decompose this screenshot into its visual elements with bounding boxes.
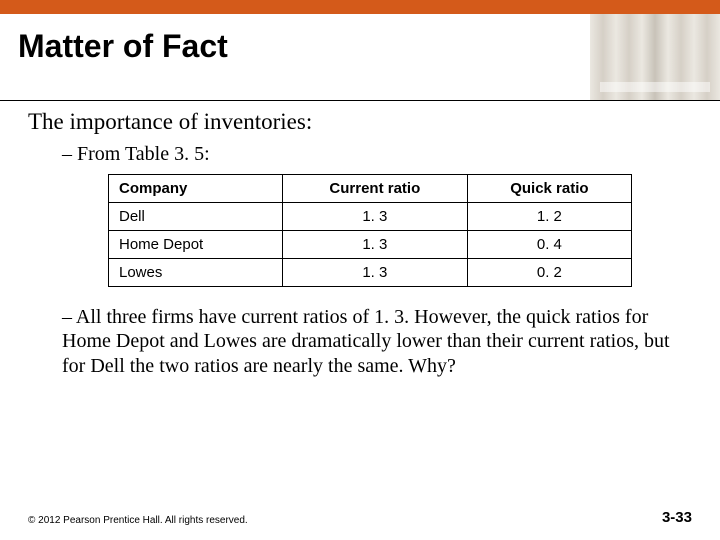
copyright-text: © 2012 Pearson Prentice Hall. All rights… [28, 515, 248, 526]
cell-quick: 1. 2 [467, 203, 631, 231]
col-current-ratio: Current ratio [282, 175, 467, 203]
accent-bar [0, 0, 720, 14]
footer: © 2012 Pearson Prentice Hall. All rights… [28, 509, 692, 526]
cell-current: 1. 3 [282, 203, 467, 231]
cell-company: Lowes [109, 259, 283, 287]
slide-title: Matter of Fact [18, 28, 228, 65]
cell-company: Dell [109, 203, 283, 231]
bullet-from-table: – From Table 3. 5: [62, 143, 692, 166]
body-paragraph: – All three firms have current ratios of… [62, 305, 682, 378]
table-header-row: Company Current ratio Quick ratio [109, 175, 632, 203]
cell-current: 1. 3 [282, 231, 467, 259]
col-quick-ratio: Quick ratio [467, 175, 631, 203]
cell-company: Home Depot [109, 231, 283, 259]
ratios-table-wrap: Company Current ratio Quick ratio Dell 1… [108, 174, 632, 287]
subtitle: The importance of inventories: [28, 109, 692, 135]
col-company: Company [109, 175, 283, 203]
cell-quick: 0. 2 [467, 259, 631, 287]
content-area: The importance of inventories: – From Ta… [0, 101, 720, 378]
cell-current: 1. 3 [282, 259, 467, 287]
header: Matter of Fact [0, 14, 720, 100]
cell-quick: 0. 4 [467, 231, 631, 259]
page-number: 3-33 [662, 509, 692, 526]
ratios-table: Company Current ratio Quick ratio Dell 1… [108, 174, 632, 287]
decorative-header-image [590, 14, 720, 100]
table-row: Lowes 1. 3 0. 2 [109, 259, 632, 287]
table-row: Dell 1. 3 1. 2 [109, 203, 632, 231]
table-row: Home Depot 1. 3 0. 4 [109, 231, 632, 259]
